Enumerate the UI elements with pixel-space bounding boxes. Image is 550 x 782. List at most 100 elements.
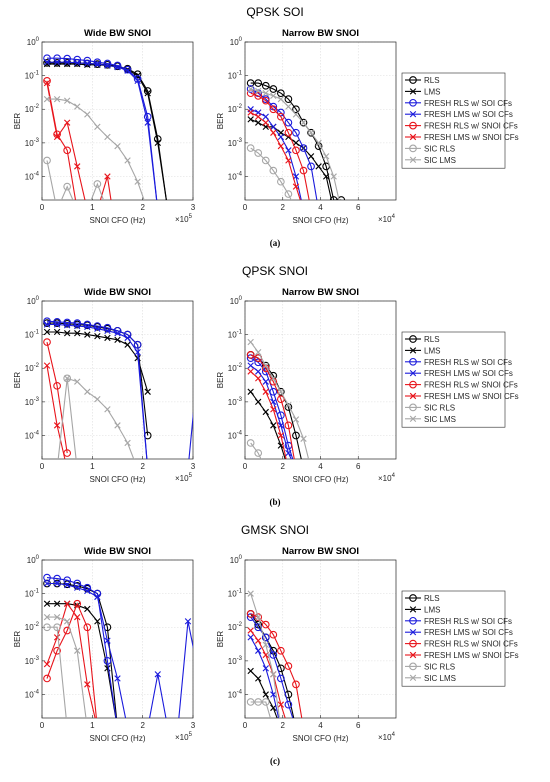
marker [254,92,263,100]
marker [74,322,81,330]
y-tick-label: 10-1 [25,589,40,599]
marker [84,605,91,613]
y-tick-label: 10-2 [228,363,243,373]
marker [262,665,269,672]
series-layer [43,317,193,473]
marker [286,466,292,472]
y-tick-base: 10 [228,623,237,632]
marker [43,600,51,607]
legend-marker [409,88,417,95]
marker [154,139,161,147]
y-tick-base: 10 [25,690,34,699]
marker [293,466,300,473]
marker [43,573,51,582]
x-multiplier-power: 5 [189,214,193,220]
x-tick-label: 2 [140,721,145,730]
marker [94,332,101,340]
legend-marker [409,674,417,681]
marker [269,166,278,175]
marker [43,660,51,668]
x-multiplier-base: ×10 [378,215,392,224]
series-line [250,613,295,718]
y-tick-base: 10 [228,139,237,148]
y-tick-label: 10-2 [25,622,40,632]
panel-caption: (c) [270,756,280,766]
marker [43,674,51,683]
legend-marker [409,662,417,671]
marker [104,173,111,180]
marker [286,725,292,731]
legend-label: LMS [424,87,440,96]
marker [277,701,285,708]
x-tick-label: 2 [140,203,145,212]
axes-frame [244,300,397,460]
marker [53,133,61,141]
marker [175,466,181,472]
marker [277,177,285,186]
marker [43,156,51,165]
y-tick-base: 10 [25,398,34,407]
legend-label: FRESH RLS w/ SNOI CFs [424,122,518,131]
marker [124,341,131,348]
marker [104,637,111,644]
marker [144,466,151,473]
y-tick-label: 10-3 [25,397,40,407]
marker [84,331,91,338]
legend-label: FRESH LMS w/ SNOI CFs [424,651,519,660]
marker [269,85,278,93]
marker [329,196,338,200]
marker [285,401,292,409]
marker [114,330,121,337]
y-tick-base: 10 [230,556,239,565]
x-multiplier: ×105 [175,214,193,224]
y-tick-base: 10 [25,590,34,599]
marker [63,618,71,625]
series-layer [43,573,193,732]
y-tick-power: -4 [34,171,40,177]
marker [270,422,277,429]
marker [43,623,51,632]
y-tick-label: 10-1 [228,71,243,81]
marker [43,328,51,336]
marker [43,95,51,103]
panel-caption: (a) [270,238,281,248]
y-tick-power: -2 [34,104,40,110]
y-tick-label: 10-2 [228,622,243,632]
marker [53,321,61,328]
marker [110,207,116,213]
marker [262,362,269,369]
legend-label: RLS [424,594,440,603]
marker [262,408,269,416]
y-axis-label: BER [13,631,22,648]
marker [277,674,285,683]
marker [43,613,51,621]
marker [255,613,262,621]
marker [262,691,269,698]
chart-title: Narrow BW SNOI [282,28,359,39]
y-axis-label: BER [13,372,22,389]
marker [114,725,121,732]
marker [145,725,151,731]
series-layer [246,79,346,200]
x-multiplier-base: ×10 [175,733,189,742]
legend-label: SIC LMS [424,674,456,683]
marker [277,112,285,121]
marker [74,725,81,732]
series-line [47,626,67,718]
marker [284,662,293,670]
legend-label: FRESH RLS w/ SOI CFs [424,358,512,367]
marker [145,466,151,472]
marker [246,144,255,152]
series-line [47,582,193,718]
y-tick-power: -1 [237,589,243,595]
marker [262,466,269,473]
marker [53,580,61,587]
legend-label: FRESH RLS w/ SNOI CFs [424,381,518,390]
x-tick-label: 4 [318,721,323,730]
marker [270,375,277,382]
y-tick-base: 10 [25,431,34,440]
x-multiplier-power: 4 [392,473,396,479]
marker [277,388,285,395]
marker [53,613,61,621]
